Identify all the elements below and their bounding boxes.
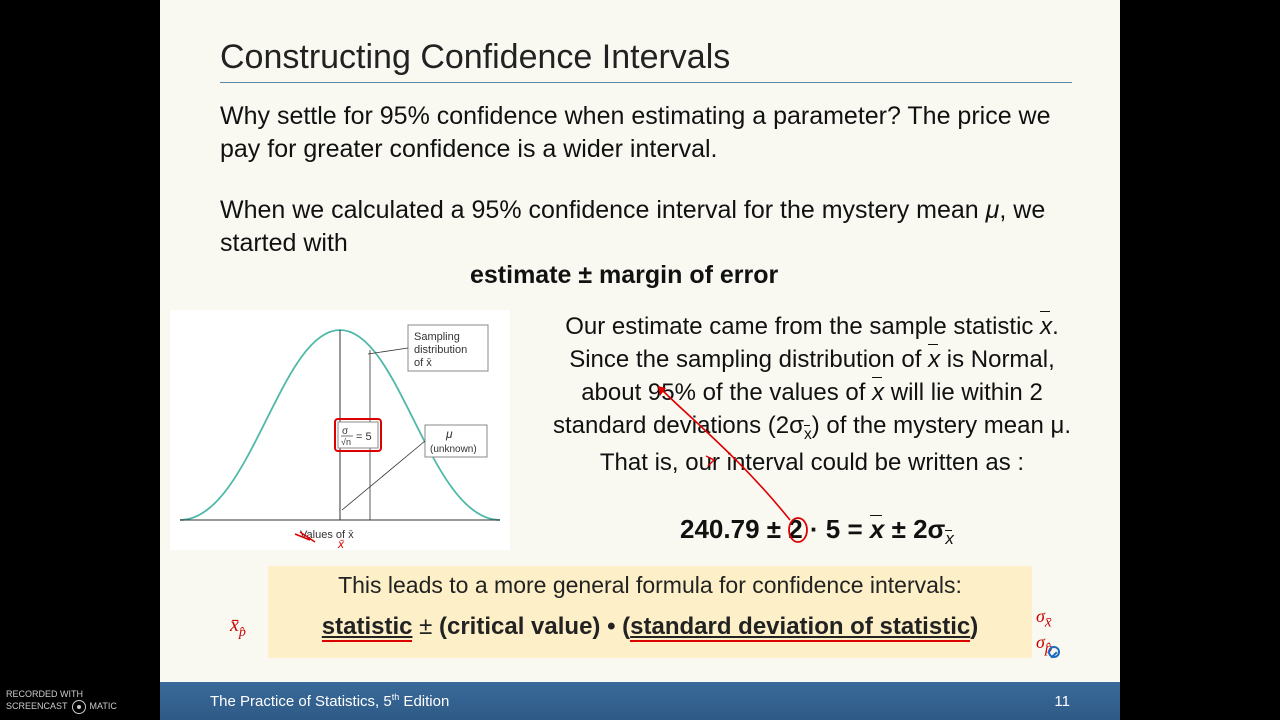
svg-text:distribution: distribution [414,344,467,356]
slide-title: Constructing Confidence Intervals [220,38,730,77]
cursor-icon [1048,646,1060,658]
svg-text:x̄: x̄ [337,537,345,550]
screencast-watermark: RECORDED WITH SCREENCAST MATIC [6,690,117,714]
svg-text:μ: μ [445,427,453,441]
paragraph-2: When we calculated a 95% confidence inte… [220,194,1070,259]
slide-footer: The Practice of Statistics, 5th Edition … [160,682,1120,720]
svg-text:√n: √n [341,437,351,447]
svg-text:(unknown): (unknown) [430,444,477,455]
slide: Constructing Confidence Intervals Why se… [160,0,1120,720]
highlight-line2: statistic ± (critical value) • (standard… [280,613,1020,641]
highlight-line1: This leads to a more general formula for… [280,572,1020,599]
sampling-distribution-diagram: Sampling distribution of x̄ μ (unknown) … [170,310,510,550]
highlight-formula-box: This leads to a more general formula for… [268,566,1032,658]
annotation-xp: x̄p̂ [230,614,246,641]
svg-text:of x̄: of x̄ [414,357,432,369]
svg-text:σ: σ [342,426,349,437]
svg-text:= 5: = 5 [356,431,372,443]
watermark-top: RECORDED WITH [6,690,117,700]
formula-estimate: estimate ± margin of error [470,261,778,290]
paragraph-3: Our estimate came from the sample statis… [512,310,1112,479]
formula-interval: 240.79 ± 2 · 5 = x ± 2σx [680,514,954,549]
para2-text-a: When we calculated a 95% confidence inte… [220,196,986,224]
footer-title: The Practice of Statistics, 5th Edition [210,692,449,710]
title-underline [220,82,1072,83]
watermark-bottom: SCREENCAST MATIC [6,700,117,714]
paragraph-1: Why settle for 95% confidence when estim… [220,100,1070,165]
svg-text:Sampling: Sampling [414,331,460,343]
page-number: 11 [1054,693,1070,710]
